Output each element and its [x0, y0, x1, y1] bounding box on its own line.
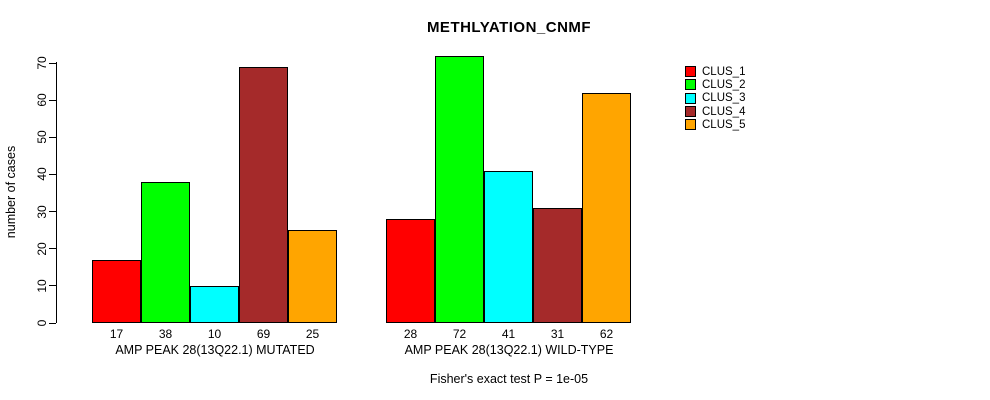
y-axis-line — [56, 62, 57, 323]
legend-swatch-icon — [685, 119, 696, 131]
y-tick-label: 60 — [35, 93, 49, 107]
bar-value-label: 25 — [305, 327, 320, 341]
legend-label: CLUS_3 — [702, 92, 746, 105]
y-tick-label: 40 — [35, 167, 49, 182]
legend-item-clus_3: CLUS_3 — [685, 92, 745, 105]
bar-clus_2-group2 — [435, 55, 484, 323]
y-tick-mark — [49, 322, 56, 324]
legend-label: CLUS_4 — [702, 105, 746, 118]
bar-clus_1-group1 — [92, 259, 141, 323]
y-tick-mark — [49, 248, 56, 250]
bar-clus_4-group1 — [239, 66, 288, 323]
y-tick-mark — [49, 136, 56, 138]
y-tick-label: 10 — [35, 279, 49, 293]
legend-swatch-icon — [685, 79, 696, 91]
bar-value-label: 10 — [207, 327, 222, 341]
bar-clus_3-group1 — [190, 285, 239, 323]
y-tick-mark — [49, 173, 56, 175]
legend-item-clus_4: CLUS_4 — [685, 105, 745, 118]
bar-value-label: 17 — [109, 327, 124, 341]
bar-value-label: 28 — [403, 327, 418, 341]
y-axis-title: number of cases — [4, 145, 18, 239]
group-label-wildtype: AMP PEAK 28(13Q22.1) WILD-TYPE — [404, 343, 614, 357]
y-tick-label: 30 — [35, 204, 49, 219]
group-label-mutated: AMP PEAK 28(13Q22.1) MUTATED — [115, 343, 315, 357]
bar-value-label: 31 — [550, 327, 565, 341]
bar-value-label: 62 — [599, 327, 614, 341]
y-tick-mark — [49, 211, 56, 213]
bar-value-label: 38 — [158, 327, 173, 341]
legend: CLUS_1 CLUS_2 CLUS_3 CLUS_4 CLUS_5 — [685, 65, 745, 131]
chart-title: METHLYATION_CNMF — [426, 19, 592, 36]
fisher-test-caption: Fisher's exact test P = 1e-05 — [429, 372, 589, 386]
legend-label: CLUS_5 — [702, 118, 746, 131]
legend-swatch-icon — [685, 92, 696, 104]
legend-item-clus_5: CLUS_5 — [685, 118, 745, 131]
bar-clus_2-group1 — [141, 181, 190, 323]
legend-label: CLUS_1 — [702, 65, 746, 78]
bar-clus_3-group2 — [484, 170, 533, 323]
y-tick-label: 70 — [35, 56, 49, 70]
legend-item-clus_2: CLUS_2 — [685, 78, 745, 91]
bar-value-label: 72 — [452, 327, 467, 341]
legend-label: CLUS_2 — [702, 78, 746, 91]
bar-clus_5-group1 — [288, 230, 337, 323]
bar-clus_5-group2 — [582, 92, 631, 323]
bar-clus_4-group2 — [533, 207, 582, 323]
y-tick-label: 0 — [35, 319, 49, 327]
bar-value-label: 69 — [256, 327, 271, 341]
y-tick-mark — [49, 285, 56, 287]
y-tick-mark — [49, 99, 56, 101]
y-tick-label: 50 — [35, 130, 49, 144]
bar-value-label: 41 — [501, 327, 516, 341]
legend-swatch-icon — [685, 106, 696, 118]
y-tick-label: 20 — [35, 242, 49, 256]
y-tick-mark — [49, 62, 56, 64]
legend-item-clus_1: CLUS_1 — [685, 65, 745, 78]
legend-swatch-icon — [685, 66, 696, 78]
bar-clus_1-group2 — [386, 219, 435, 323]
